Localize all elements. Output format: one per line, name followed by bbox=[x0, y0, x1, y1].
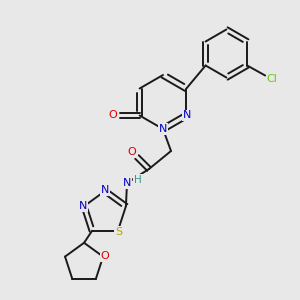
Text: N: N bbox=[183, 110, 192, 121]
Text: Cl: Cl bbox=[267, 74, 278, 83]
Text: O: O bbox=[101, 250, 110, 261]
Text: O: O bbox=[128, 147, 136, 157]
Text: O: O bbox=[108, 110, 117, 121]
Text: H: H bbox=[134, 175, 142, 185]
Text: N: N bbox=[101, 185, 109, 195]
Text: N: N bbox=[159, 124, 167, 134]
Text: S: S bbox=[116, 227, 122, 237]
Text: N: N bbox=[123, 178, 131, 188]
Text: N: N bbox=[79, 201, 87, 211]
